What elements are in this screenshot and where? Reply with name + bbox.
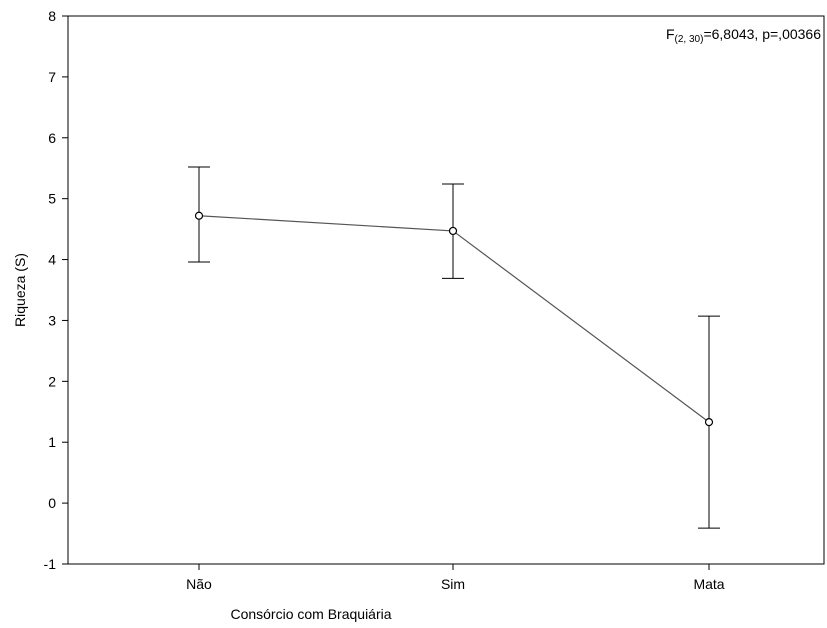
y-tick-label: 4: [48, 252, 56, 268]
stats-subscript: (2, 30): [675, 34, 704, 45]
y-tick-label: -1: [44, 556, 57, 572]
y-tick-label: 6: [48, 130, 56, 146]
mean-line: [198, 215, 710, 423]
plot-frame: [67, 15, 825, 565]
stats-suffix: =6,8043, p=,00366: [703, 26, 821, 42]
y-tick-label: 2: [48, 373, 56, 389]
y-tick-label: 1: [48, 434, 56, 450]
mean-point: [448, 226, 458, 236]
x-axis: Não Sim Mata: [186, 564, 725, 592]
x-tick-label: Sim: [441, 576, 465, 592]
stats-prefix: F: [666, 26, 675, 42]
y-tick-label: 5: [48, 191, 56, 207]
stats-annotation: F(2, 30)=6,8043, p=,00366: [666, 26, 821, 45]
y-tick-label: 8: [48, 8, 56, 24]
x-tick-label: Mata: [693, 576, 724, 592]
y-tick-label: 3: [48, 312, 56, 328]
mean-point: [704, 418, 714, 427]
y-tick-label: 7: [48, 69, 56, 85]
x-axis-title: Consórcio com Braquiária: [230, 606, 391, 622]
mean-markers: [194, 211, 714, 427]
x-tick-label: Não: [186, 576, 212, 592]
error-bars: [188, 166, 720, 529]
y-axis-title: Riqueza (S): [12, 253, 28, 327]
y-axis: -1 0 1 2 3 4 5 6 7 8: [44, 8, 68, 572]
y-tick-label: 0: [48, 495, 56, 511]
mean-point: [194, 211, 204, 220]
